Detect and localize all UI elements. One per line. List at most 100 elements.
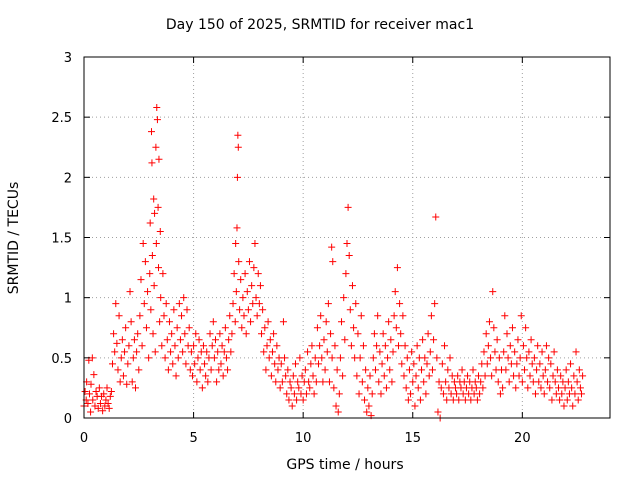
x-tick-label: 0 xyxy=(80,431,88,446)
data-point xyxy=(108,360,116,368)
data-point xyxy=(221,324,229,332)
data-point xyxy=(502,366,510,374)
data-point xyxy=(551,378,559,386)
data-point xyxy=(571,390,579,398)
data-point xyxy=(390,312,398,320)
data-point xyxy=(130,336,138,344)
data-point xyxy=(344,203,352,211)
data-point xyxy=(142,324,150,332)
data-point xyxy=(124,360,132,368)
data-point xyxy=(149,330,157,338)
data-point xyxy=(89,396,97,404)
data-point xyxy=(137,276,145,284)
data-point xyxy=(386,366,394,374)
data-point xyxy=(533,366,541,374)
data-point xyxy=(168,330,176,338)
data-point xyxy=(289,372,297,380)
data-point xyxy=(333,366,341,374)
data-point xyxy=(347,342,355,350)
data-point xyxy=(545,354,553,362)
data-point xyxy=(528,360,536,368)
data-point xyxy=(147,306,155,314)
x-tick-label: 5 xyxy=(189,431,197,446)
data-point xyxy=(152,143,160,151)
data-point xyxy=(578,390,586,398)
data-point xyxy=(346,306,354,314)
data-point xyxy=(547,360,555,368)
data-point xyxy=(183,306,191,314)
data-point xyxy=(354,330,362,338)
data-point xyxy=(562,366,570,374)
data-point xyxy=(513,360,521,368)
data-point xyxy=(363,408,371,416)
data-point xyxy=(568,384,576,392)
data-point xyxy=(165,318,173,326)
data-point xyxy=(485,318,493,326)
data-point xyxy=(430,336,438,344)
data-point xyxy=(458,366,466,374)
data-point xyxy=(261,324,269,332)
axis-ticks: 0 0.5 1 1.5 2 2.5 3 0 5 10 15 20 xyxy=(51,51,610,446)
data-point xyxy=(302,390,310,398)
data-point xyxy=(281,354,289,362)
data-point xyxy=(288,402,296,410)
data-point xyxy=(484,342,492,350)
data-point xyxy=(198,384,206,392)
data-point xyxy=(525,348,533,356)
data-point xyxy=(564,378,572,386)
data-point xyxy=(357,312,365,320)
data-point xyxy=(251,240,259,248)
data-point xyxy=(145,354,153,362)
data-point xyxy=(501,312,509,320)
data-point xyxy=(414,384,422,392)
data-point xyxy=(99,407,107,415)
y-tick-label: 3 xyxy=(64,51,72,66)
data-point xyxy=(243,288,251,296)
data-point xyxy=(279,318,287,326)
data-point xyxy=(320,336,328,344)
data-point xyxy=(214,348,222,356)
data-point xyxy=(494,378,502,386)
data-point xyxy=(348,282,356,290)
data-point xyxy=(274,366,282,374)
data-point xyxy=(352,300,360,308)
x-tick-label: 10 xyxy=(295,431,312,446)
data-point xyxy=(154,203,162,211)
data-point xyxy=(423,360,431,368)
data-point xyxy=(84,400,92,408)
data-point xyxy=(393,264,401,272)
data-point xyxy=(153,104,161,112)
data-point xyxy=(517,312,525,320)
data-point xyxy=(240,312,248,320)
data-point xyxy=(103,384,111,392)
data-point xyxy=(411,402,419,410)
data-point xyxy=(322,318,330,326)
data-point xyxy=(369,354,377,362)
data-point xyxy=(136,312,144,320)
data-point xyxy=(188,372,196,380)
data-point xyxy=(135,366,143,374)
data-point xyxy=(96,400,104,408)
data-point xyxy=(332,402,340,410)
data-point xyxy=(235,258,243,266)
data-point xyxy=(481,372,489,380)
data-point xyxy=(262,366,270,374)
data-point xyxy=(359,342,367,350)
data-point xyxy=(567,360,575,368)
data-point xyxy=(412,372,420,380)
data-point xyxy=(187,348,195,356)
data-point xyxy=(194,354,202,362)
data-point xyxy=(151,209,159,217)
data-point xyxy=(426,348,434,356)
data-point xyxy=(112,300,120,308)
data-point xyxy=(378,360,386,368)
y-tick-label: 2.5 xyxy=(51,111,72,126)
data-point xyxy=(141,258,149,266)
data-point xyxy=(490,324,498,332)
data-point xyxy=(308,342,316,350)
data-point xyxy=(87,380,95,388)
data-point xyxy=(324,300,332,308)
data-point xyxy=(255,300,263,308)
data-point xyxy=(467,396,475,404)
